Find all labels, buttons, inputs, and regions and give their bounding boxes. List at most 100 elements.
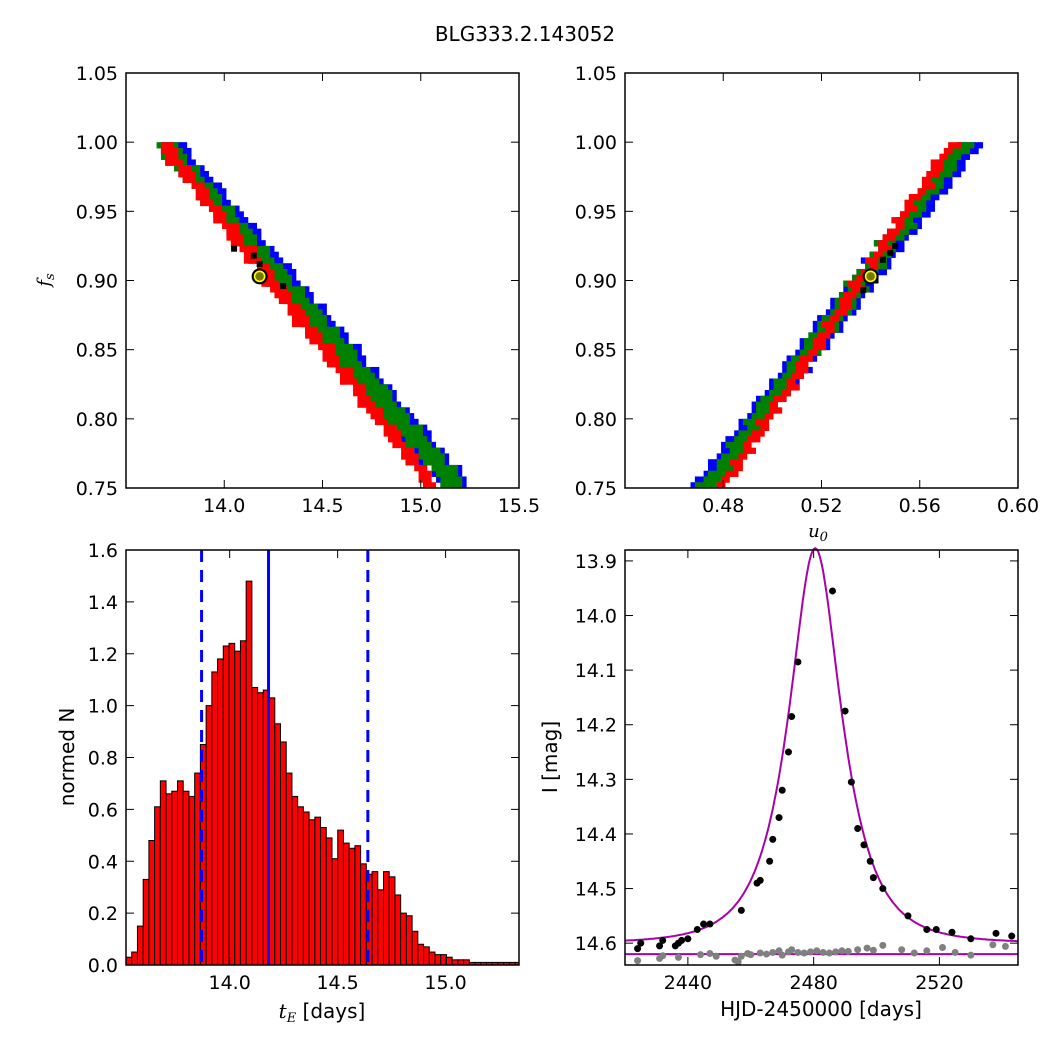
panel-u0-fs-region-core: [843, 292, 857, 299]
lightcurve-residual-point: [794, 948, 802, 956]
panel-lightcurve-ylabel: I [mag]: [538, 721, 562, 793]
lightcurve-residual-point: [696, 951, 704, 959]
panel-te-fs-region-middle: [440, 482, 463, 489]
panel-te-fs-region-core: [326, 361, 340, 368]
lightcurve-data-point: [1008, 932, 1016, 940]
lightcurve-residual-point: [737, 952, 745, 960]
panel-u0-fs-region-core: [742, 441, 752, 449]
lightcurve-residual-point: [832, 948, 840, 956]
panel-te-fs-region-core: [213, 217, 227, 224]
histogram-bar: [417, 943, 425, 966]
panel-te-histogram-ytick-label: 0.0: [88, 955, 118, 977]
lightcurve-data-point: [967, 935, 975, 943]
panel-te-fs-region-core: [353, 384, 367, 391]
panel-u0-fs-region-middle: [769, 390, 791, 397]
histogram-bar: [211, 671, 219, 966]
panel-te-fs-region-middle: [370, 401, 397, 408]
panel-te-fs-region-middle: [418, 447, 441, 454]
panel-te-fs-region-core: [274, 292, 292, 299]
panel-te-fs-xtick-label: 15.5: [498, 495, 540, 517]
histogram-bar: [445, 956, 453, 966]
panel-u0-fs-ytick-label: 0.95: [575, 201, 617, 223]
histogram-bar: [342, 842, 350, 966]
panel-u0-fs-region-middle: [694, 482, 717, 489]
panel-te-fs-region-middle: [313, 326, 340, 333]
lightcurve-data-point: [794, 658, 802, 666]
panel-te-fs-region-middle: [265, 274, 292, 281]
panel-u0-fs-region-core: [878, 240, 887, 247]
lightcurve-data-point: [784, 748, 792, 756]
panel-te-fs-region-core: [383, 430, 402, 437]
lightcurve-residual-point: [825, 949, 833, 957]
panel-u0-fs-region-core: [865, 257, 879, 264]
panel-u0-fs-sample-point: [860, 287, 867, 294]
histogram-bar: [394, 894, 402, 966]
panel-te-fs-region-middle: [313, 332, 340, 339]
panel-u0-fs-region-middle: [773, 378, 796, 385]
histogram-bar: [217, 658, 224, 966]
panel-u0-fs-region-core: [812, 343, 826, 351]
panel-te-fs-region-core: [165, 153, 179, 160]
panel-te-fs-ytick-label: 0.75: [76, 478, 118, 500]
panel-u0-fs-region-middle: [956, 142, 975, 149]
panel-te-fs-region-core: [160, 142, 175, 149]
lightcurve-residual-point: [800, 949, 808, 957]
panel-lightcurve-ytick-label: 14.1: [575, 660, 617, 682]
lightcurve-data-point: [879, 885, 887, 893]
panel-te-fs-ytick-label: 1.05: [76, 63, 118, 85]
panel-u0-fs-region-middle: [900, 211, 922, 218]
panel-te-fs-region-core: [322, 349, 336, 356]
lightcurve-residual-point: [659, 952, 667, 960]
panel-u0-fs-region-core: [891, 217, 905, 224]
panel-lightcurve-frame: [624, 549, 1019, 966]
panel-u0-fs-ytick-label: 0.80: [575, 409, 617, 431]
panel-u0-fs-region-core: [887, 228, 901, 235]
panel-te-fs-region-core: [195, 194, 209, 201]
histogram-bar: [251, 686, 259, 966]
panel-u0-fs-region-core: [764, 413, 774, 420]
panel-u0-fs-region-core: [808, 349, 818, 356]
panel-u0-fs-region-core: [847, 280, 861, 287]
panel-te-fs-ytick-label: 0.80: [76, 409, 118, 431]
panel-u0-fs-region-middle: [751, 413, 774, 420]
panel-u0-fs-region-core: [795, 366, 809, 374]
histogram-bar: [148, 840, 156, 966]
panel-u0-fs-region-middle: [760, 395, 783, 403]
panel-te-fs-region-core: [392, 441, 406, 449]
panel-u0-fs-xtick-label: 0.52: [800, 495, 842, 517]
panel-u0-fs-axes: 0.48 0.52 0.56 0.60 0.75 0.80 0.85 0.90 0.95 1.00…: [575, 63, 1039, 517]
panel-u0-fs-region-core: [769, 401, 778, 408]
panel-te-fs-region-middle: [396, 424, 423, 431]
lightcurve-data-point: [766, 857, 774, 865]
panel-te-histogram-ytick-label: 0.8: [88, 748, 118, 770]
panel-te-histogram: 14.0 14.5 15.00.00.20.40.60.81.01.21.41.6 …: [55, 540, 520, 1026]
panel-te-fs-region-core: [230, 240, 244, 247]
lightcurve-residual-point: [898, 946, 906, 954]
panel-u0-fs-region-middle: [756, 401, 778, 408]
histogram-bar: [411, 930, 419, 966]
lightcurve-residual-point: [674, 953, 682, 961]
panel-u0-fs-region-middle: [904, 199, 927, 207]
lightcurve-residual-point: [634, 957, 642, 965]
panel-lightcurve-ytick-label: 13.9: [575, 551, 617, 573]
panel-te-fs-region-middle: [335, 355, 358, 362]
panel-lightcurve-ytick-label: 14.3: [575, 769, 617, 791]
panel-te-fs-region-core: [160, 147, 179, 155]
panel-u0-fs-region-core: [821, 320, 835, 328]
panel-te-fs-region-core: [178, 165, 192, 172]
panel-te-fs-region-middle: [235, 240, 257, 247]
histogram-bar: [331, 858, 339, 966]
histogram-bar: [205, 705, 213, 966]
panel-te-fs: 14.0 14.5 15.0 15.5 0.75 0.80 0.85 0.90 0.95 1.00…: [34, 63, 540, 517]
histogram-bar: [423, 946, 430, 966]
lightcurve-data-point: [659, 936, 667, 944]
panel-u0-fs-region-core: [873, 251, 883, 258]
panel-u0-fs-region-core: [786, 378, 796, 385]
histogram-bar: [159, 780, 167, 966]
panel-lightcurve-ytick-label: 14.0: [575, 606, 617, 628]
panel-u0-fs-region-core: [817, 332, 831, 339]
panel-u0-fs-region-core: [943, 147, 953, 155]
panel-u0-fs-ytick-label: 1.05: [575, 63, 617, 85]
panel-u0-fs-ytick-label: 1.00: [575, 132, 617, 154]
lightcurve-data-point: [932, 926, 940, 934]
